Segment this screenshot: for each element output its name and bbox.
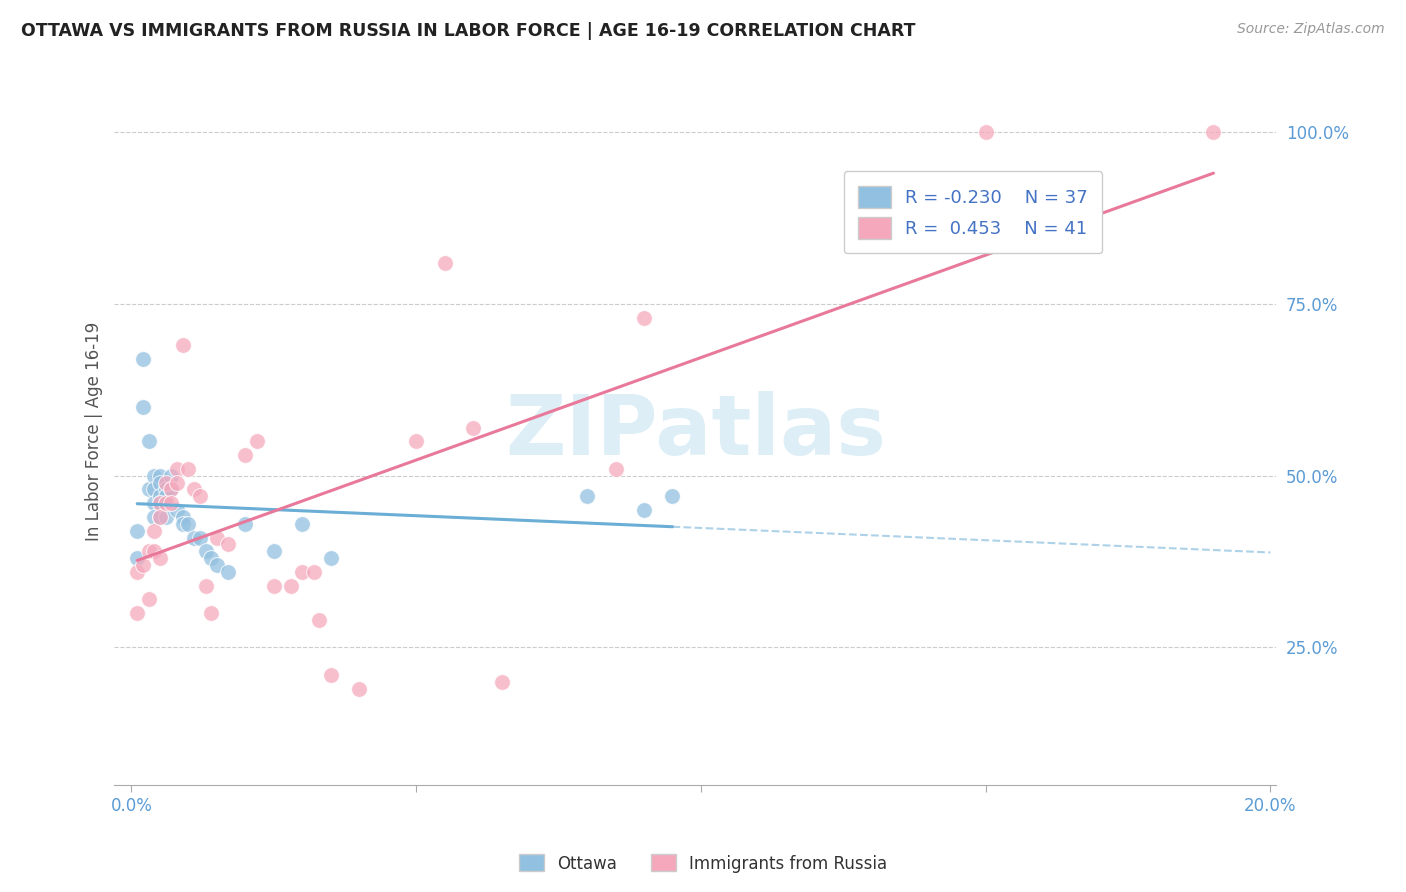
Point [200,551,222,566]
Point [605,462,627,476]
Point [132,558,155,572]
Point [974,125,997,139]
Point [138,483,160,497]
Y-axis label: In Labor Force | Age 16-19: In Labor Force | Age 16-19 [86,321,103,541]
Point [291,516,314,531]
Point [138,592,160,607]
Point [149,489,172,503]
Point [172,516,194,531]
Point [132,400,155,414]
Point [166,462,188,476]
Point [143,510,166,524]
Point [127,606,149,620]
Point [194,544,217,558]
Point [263,544,285,558]
Point [205,558,228,572]
Legend: R = -0.230    N = 37, R =  0.453    N = 41: R = -0.230 N = 37, R = 0.453 N = 41 [844,171,1102,253]
Point [217,537,239,551]
Point [149,510,172,524]
Point [160,496,183,510]
Point [183,483,205,497]
Point [143,496,166,510]
Point [349,681,371,696]
Point [155,483,177,497]
Point [246,434,269,449]
Point [433,256,456,270]
Point [177,516,200,531]
Point [302,565,325,579]
Point [149,496,172,510]
Point [177,462,200,476]
Point [217,565,239,579]
Point [155,510,177,524]
Point [166,503,188,517]
Point [166,475,188,490]
Point [149,468,172,483]
Point [183,531,205,545]
Text: OTTAWA VS IMMIGRANTS FROM RUSSIA IN LABOR FORCE | AGE 16-19 CORRELATION CHART: OTTAWA VS IMMIGRANTS FROM RUSSIA IN LABO… [21,22,915,40]
Point [149,475,172,490]
Point [235,448,257,462]
Point [463,420,485,434]
Point [160,468,183,483]
Point [138,544,160,558]
Point [633,503,655,517]
Point [127,565,149,579]
Point [188,531,211,545]
Point [160,483,183,497]
Point [127,524,149,538]
Point [319,668,342,682]
Point [200,606,222,620]
Point [235,516,257,531]
Legend: Ottawa, Immigrants from Russia: Ottawa, Immigrants from Russia [512,847,894,880]
Point [633,310,655,325]
Point [1202,125,1225,139]
Text: Source: ZipAtlas.com: Source: ZipAtlas.com [1237,22,1385,37]
Point [172,338,194,352]
Point [405,434,427,449]
Point [149,496,172,510]
Point [155,496,177,510]
Point [143,524,166,538]
Point [661,489,683,503]
Point [149,551,172,566]
Point [491,674,513,689]
Point [205,531,228,545]
Text: ZIPatlas: ZIPatlas [505,391,886,472]
Point [576,489,599,503]
Point [308,613,330,627]
Point [143,483,166,497]
Point [138,434,160,449]
Point [172,510,194,524]
Point [263,579,285,593]
Point [194,579,217,593]
Point [143,468,166,483]
Point [291,565,314,579]
Point [188,489,211,503]
Point [155,475,177,490]
Point [160,483,183,497]
Point [132,351,155,366]
Point [143,544,166,558]
Point [319,551,342,566]
Point [280,579,302,593]
Point [127,551,149,566]
Point [149,510,172,524]
Point [155,489,177,503]
